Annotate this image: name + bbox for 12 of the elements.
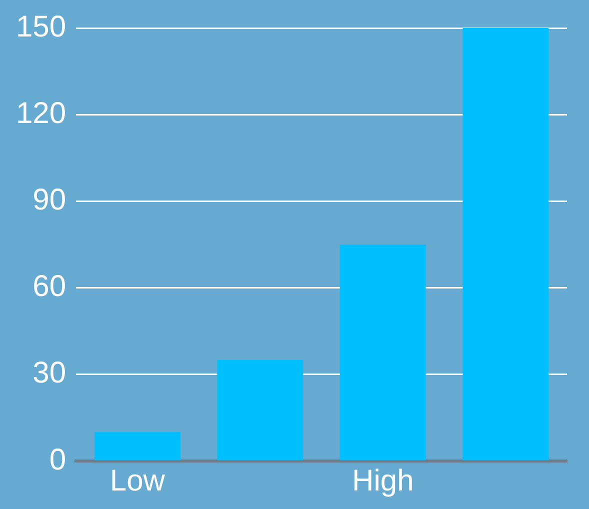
bar bbox=[462, 28, 549, 460]
y-tick-label: 30 bbox=[32, 356, 66, 390]
y-tick-label: 0 bbox=[49, 443, 66, 476]
bar bbox=[217, 360, 304, 460]
y-tick-label: 150 bbox=[16, 10, 66, 44]
x-tick-label: High bbox=[352, 464, 414, 498]
bar bbox=[94, 432, 180, 460]
y-tick-label: 120 bbox=[16, 96, 66, 130]
bar bbox=[340, 244, 426, 460]
x-tick-label: Low bbox=[110, 464, 166, 498]
y-tick-label: 60 bbox=[32, 270, 66, 304]
y-tick-label: 90 bbox=[32, 183, 66, 216]
